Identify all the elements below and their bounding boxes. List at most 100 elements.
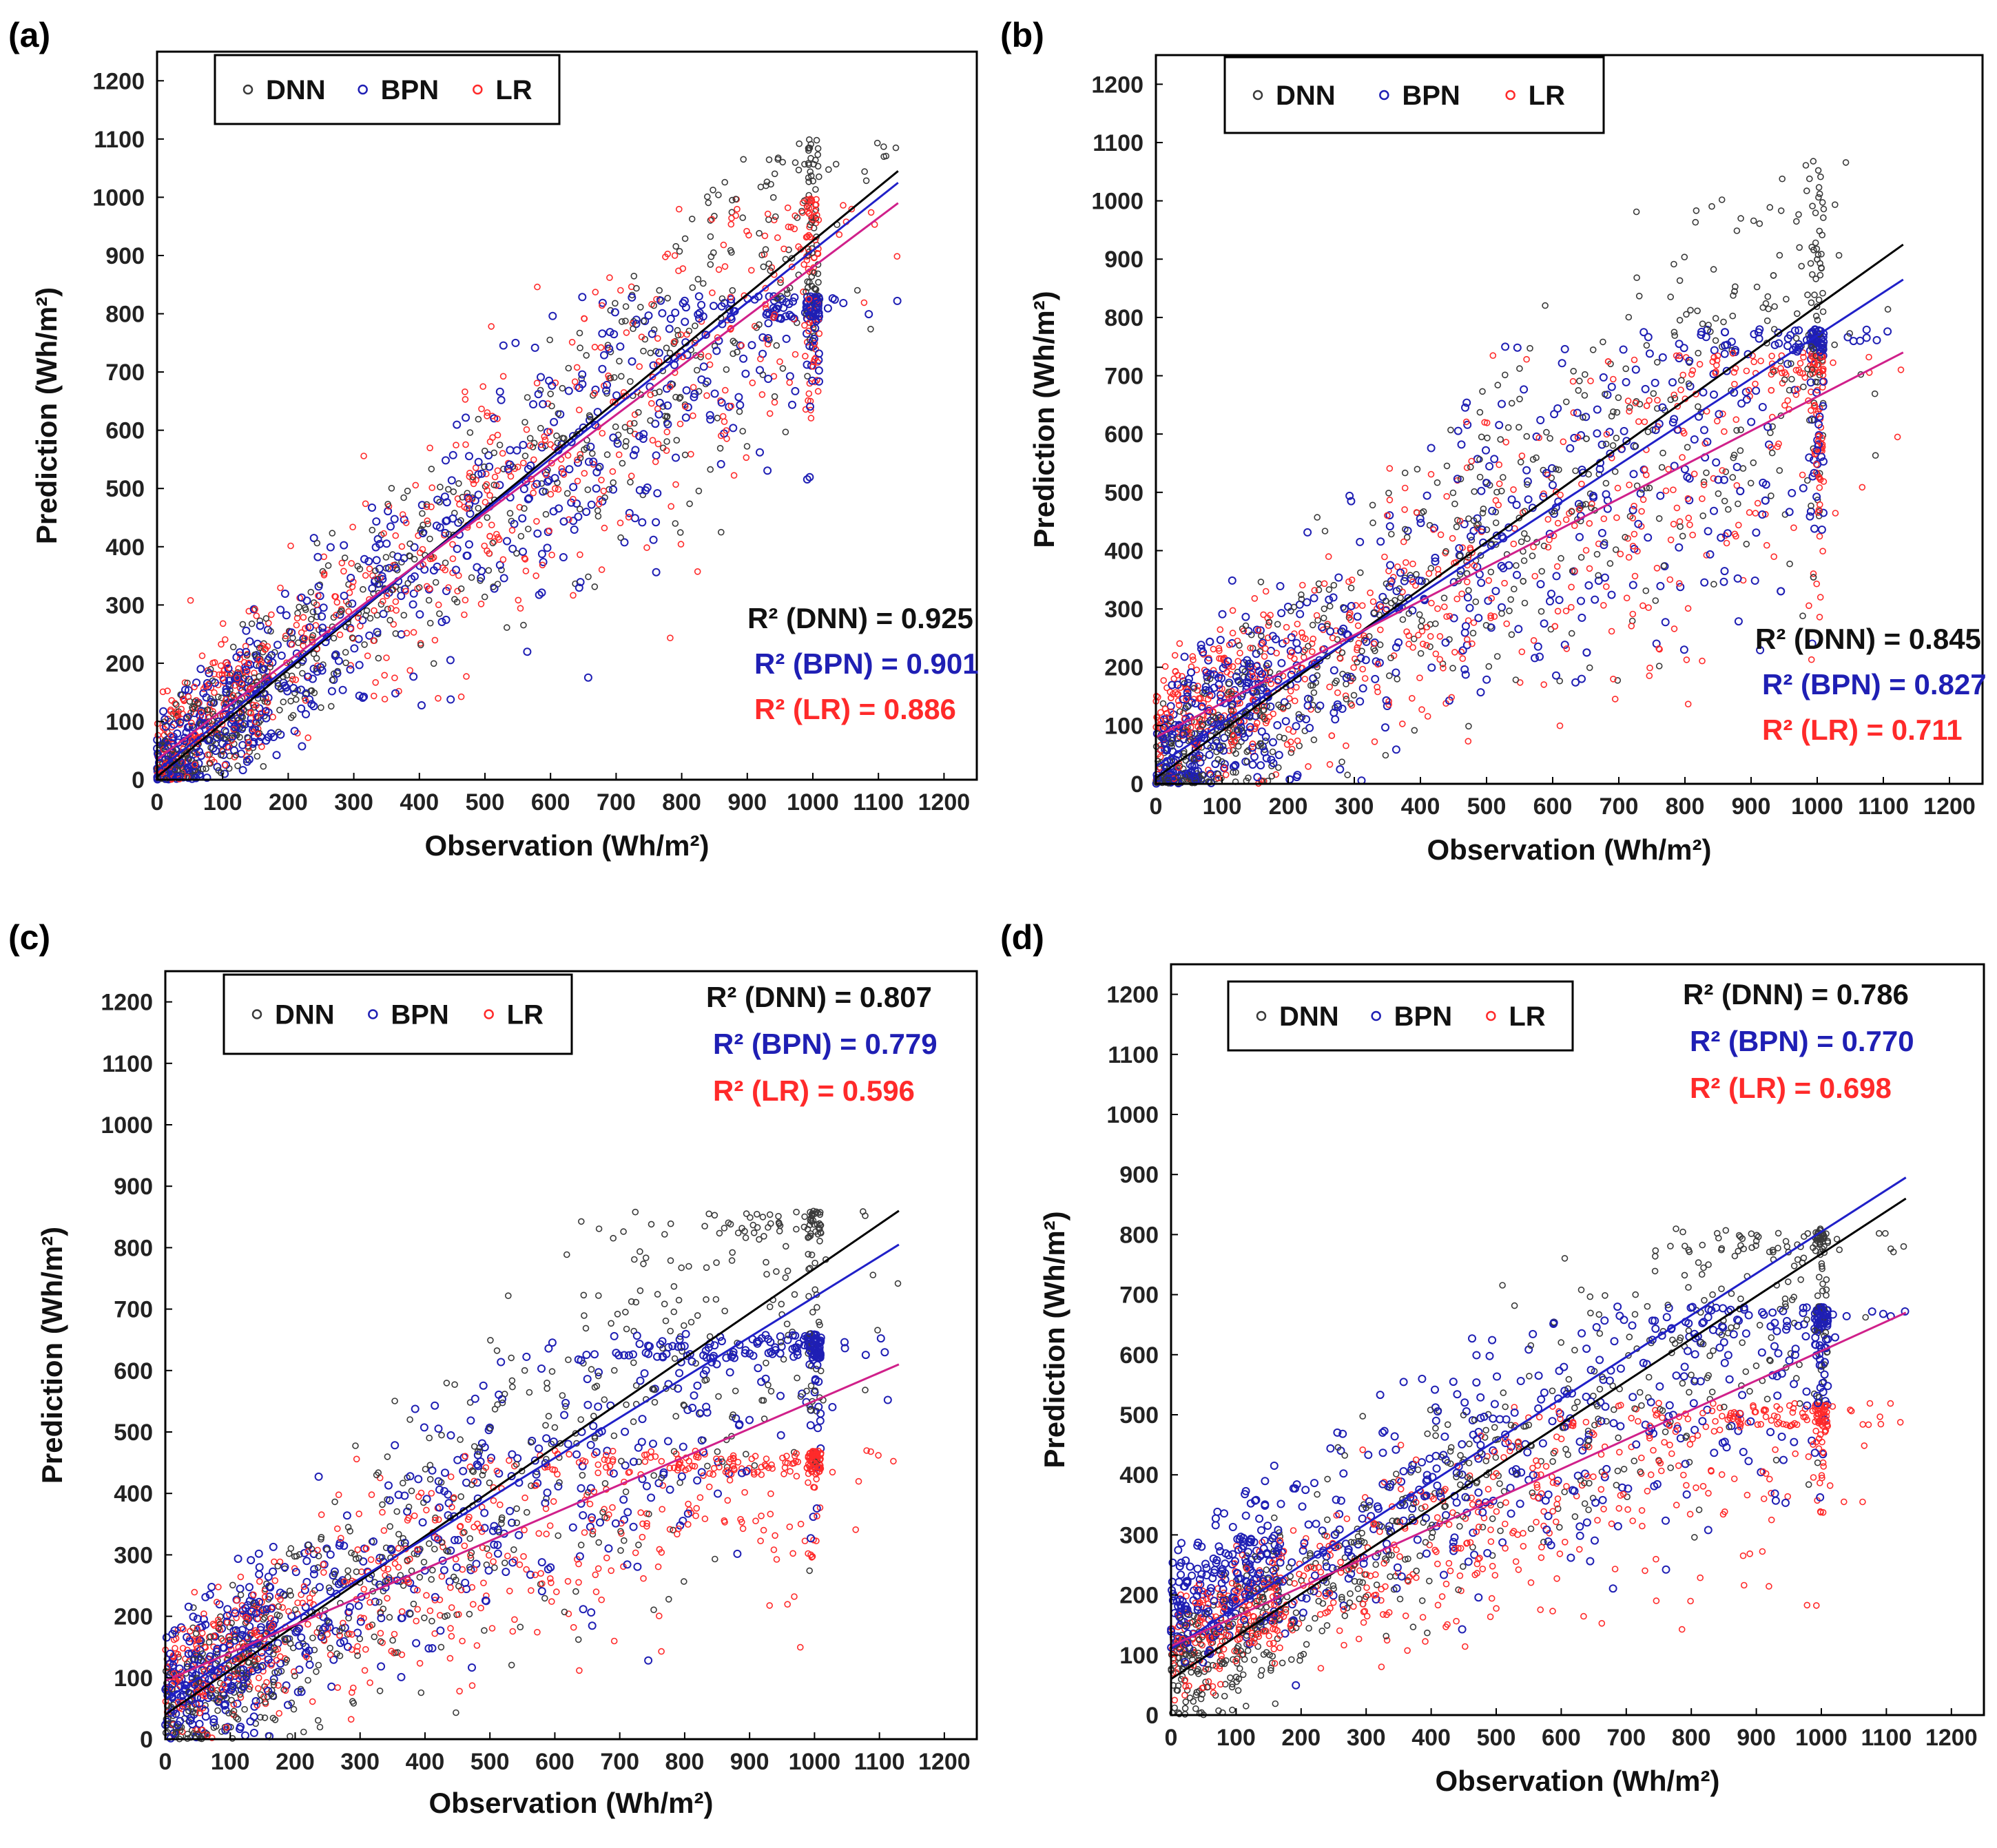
point-bpn	[656, 296, 665, 305]
point-lr	[391, 674, 398, 682]
point-dnn	[1816, 190, 1823, 198]
point-lr	[172, 700, 178, 707]
point-lr	[533, 380, 541, 387]
point-bpn	[1815, 412, 1824, 421]
point-dnn	[1268, 773, 1276, 780]
point-bpn	[1347, 497, 1356, 506]
point-lr	[1399, 720, 1406, 727]
point-lr	[1310, 635, 1316, 643]
point-bpn	[446, 656, 455, 665]
point-lr	[1699, 657, 1706, 665]
point-dnn	[813, 136, 820, 144]
point-lr	[1629, 542, 1637, 550]
point-lr	[875, 1452, 882, 1459]
point-lr	[690, 412, 696, 419]
point-lr	[1491, 613, 1498, 620]
point-dnn	[650, 326, 658, 333]
point-dnn	[1295, 711, 1303, 718]
point-bpn	[302, 1557, 311, 1566]
point-bpn	[1573, 408, 1582, 417]
point-bpn	[1416, 519, 1425, 528]
point-bpn	[584, 457, 593, 466]
point-lr	[1608, 627, 1615, 635]
point-lr	[1400, 538, 1407, 546]
point-bpn	[640, 1369, 649, 1378]
point-lr	[1270, 710, 1276, 718]
point-lr	[1237, 699, 1243, 707]
point-bpn	[839, 299, 848, 307]
point-bpn	[565, 465, 574, 474]
point-dnn	[1818, 251, 1825, 258]
point-lr	[708, 216, 716, 223]
point-bpn	[1531, 654, 1539, 663]
point-bpn	[591, 385, 600, 394]
point-dnn	[807, 172, 815, 179]
point-dnn	[546, 336, 554, 344]
point-bpn	[1358, 684, 1367, 693]
point-bpn	[569, 483, 578, 492]
point-bpn	[1722, 366, 1731, 375]
point-lr	[251, 669, 258, 676]
point-bpn	[625, 508, 634, 517]
point-dnn	[707, 466, 714, 473]
y-tick-label: 1000	[1091, 189, 1144, 215]
point-dnn	[1765, 305, 1772, 313]
point-bpn	[556, 410, 565, 419]
point-bpn	[1594, 577, 1603, 585]
point-lr	[1535, 434, 1542, 442]
point-lr	[349, 635, 357, 642]
point-dnn	[1720, 318, 1727, 326]
point-dnn	[290, 1705, 298, 1713]
point-lr	[1582, 547, 1590, 554]
point-bpn	[1159, 723, 1168, 732]
point-lr	[1830, 359, 1836, 366]
point-bpn	[1206, 769, 1214, 778]
point-bpn	[1492, 531, 1501, 540]
point-bpn	[675, 1369, 684, 1378]
point-bpn	[1420, 594, 1429, 603]
point-dnn	[215, 767, 223, 774]
point-bpn	[1513, 570, 1521, 579]
point-bpn	[606, 328, 614, 337]
point-bpn	[1457, 440, 1466, 449]
point-dnn	[1737, 426, 1744, 433]
point-bpn	[485, 462, 494, 471]
point-dnn	[620, 1228, 627, 1235]
point-lr	[221, 761, 229, 769]
point-lr	[1646, 672, 1653, 679]
point-bpn	[1536, 416, 1545, 424]
point-dnn	[1314, 672, 1321, 679]
point-lr	[663, 428, 671, 435]
point-bpn	[1670, 415, 1679, 424]
point-dnn	[807, 141, 814, 148]
point-lr	[1262, 719, 1270, 727]
point-dnn	[704, 1462, 711, 1470]
point-dnn	[356, 565, 364, 573]
fit-line-bpn	[156, 182, 899, 772]
point-lr	[509, 1628, 517, 1635]
point-lr	[372, 678, 380, 686]
point-dnn	[236, 734, 243, 741]
point-lr	[609, 1504, 616, 1511]
point-dnn	[607, 375, 614, 382]
point-dnn	[256, 644, 263, 652]
point-bpn	[418, 529, 427, 538]
point-bpn	[331, 650, 340, 659]
point-lr	[1670, 625, 1678, 632]
point-bpn	[1552, 572, 1561, 581]
point-lr	[426, 555, 434, 563]
point-lr	[1628, 622, 1635, 630]
legend-label-lr: LR	[495, 75, 532, 105]
point-dnn	[1614, 676, 1622, 684]
point-lr	[1816, 614, 1823, 621]
point-lr	[416, 1660, 424, 1667]
point-lr	[369, 572, 376, 579]
point-dnn	[1583, 435, 1590, 442]
point-dnn	[373, 612, 381, 619]
point-lr	[1424, 713, 1431, 720]
point-dnn	[1817, 271, 1824, 279]
point-lr	[1610, 675, 1617, 683]
point-bpn	[1229, 762, 1238, 771]
point-dnn	[689, 284, 696, 291]
